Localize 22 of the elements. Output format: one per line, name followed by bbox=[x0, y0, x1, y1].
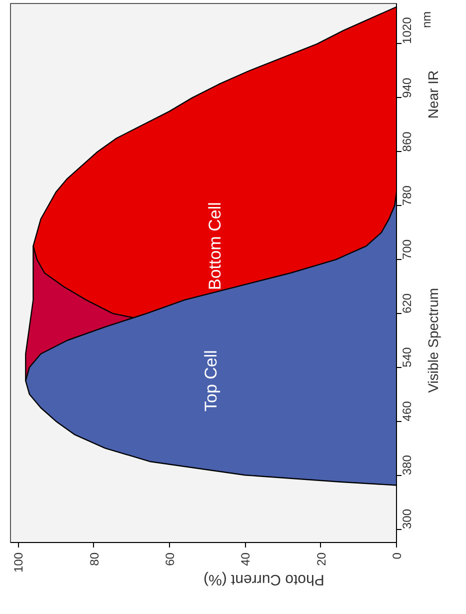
text: Visible Spectrum bbox=[424, 288, 441, 393]
x-axis-title: Photo Current (%) bbox=[203, 571, 324, 588]
series-label: Bottom Cell bbox=[205, 202, 224, 290]
x-tick-label: 20 bbox=[314, 552, 328, 566]
y-tick-label: 1020 bbox=[400, 16, 414, 44]
text: Near IR bbox=[424, 70, 441, 119]
y-tick-label: 540 bbox=[400, 346, 414, 368]
y-tick-label: 940 bbox=[400, 77, 414, 98]
y-tick-label: 300 bbox=[400, 508, 414, 530]
x-tick-label: 60 bbox=[162, 552, 177, 566]
y-axis-title: nm bbox=[419, 11, 434, 28]
y-tick-label: 700 bbox=[400, 239, 414, 260]
x-tick-label: 40 bbox=[238, 552, 253, 566]
series-label: Top Cell bbox=[202, 350, 221, 412]
y-tick-label: 620 bbox=[400, 293, 414, 314]
y-tick-label: 780 bbox=[400, 185, 414, 206]
x-tick-label: 100 bbox=[12, 552, 26, 573]
x-tick-label: 80 bbox=[87, 552, 102, 566]
y-tick-label: 860 bbox=[400, 131, 414, 152]
x-tick-label: 0 bbox=[390, 552, 404, 560]
y-tick-label: 380 bbox=[400, 454, 414, 476]
y-tick-label: 460 bbox=[400, 400, 414, 422]
